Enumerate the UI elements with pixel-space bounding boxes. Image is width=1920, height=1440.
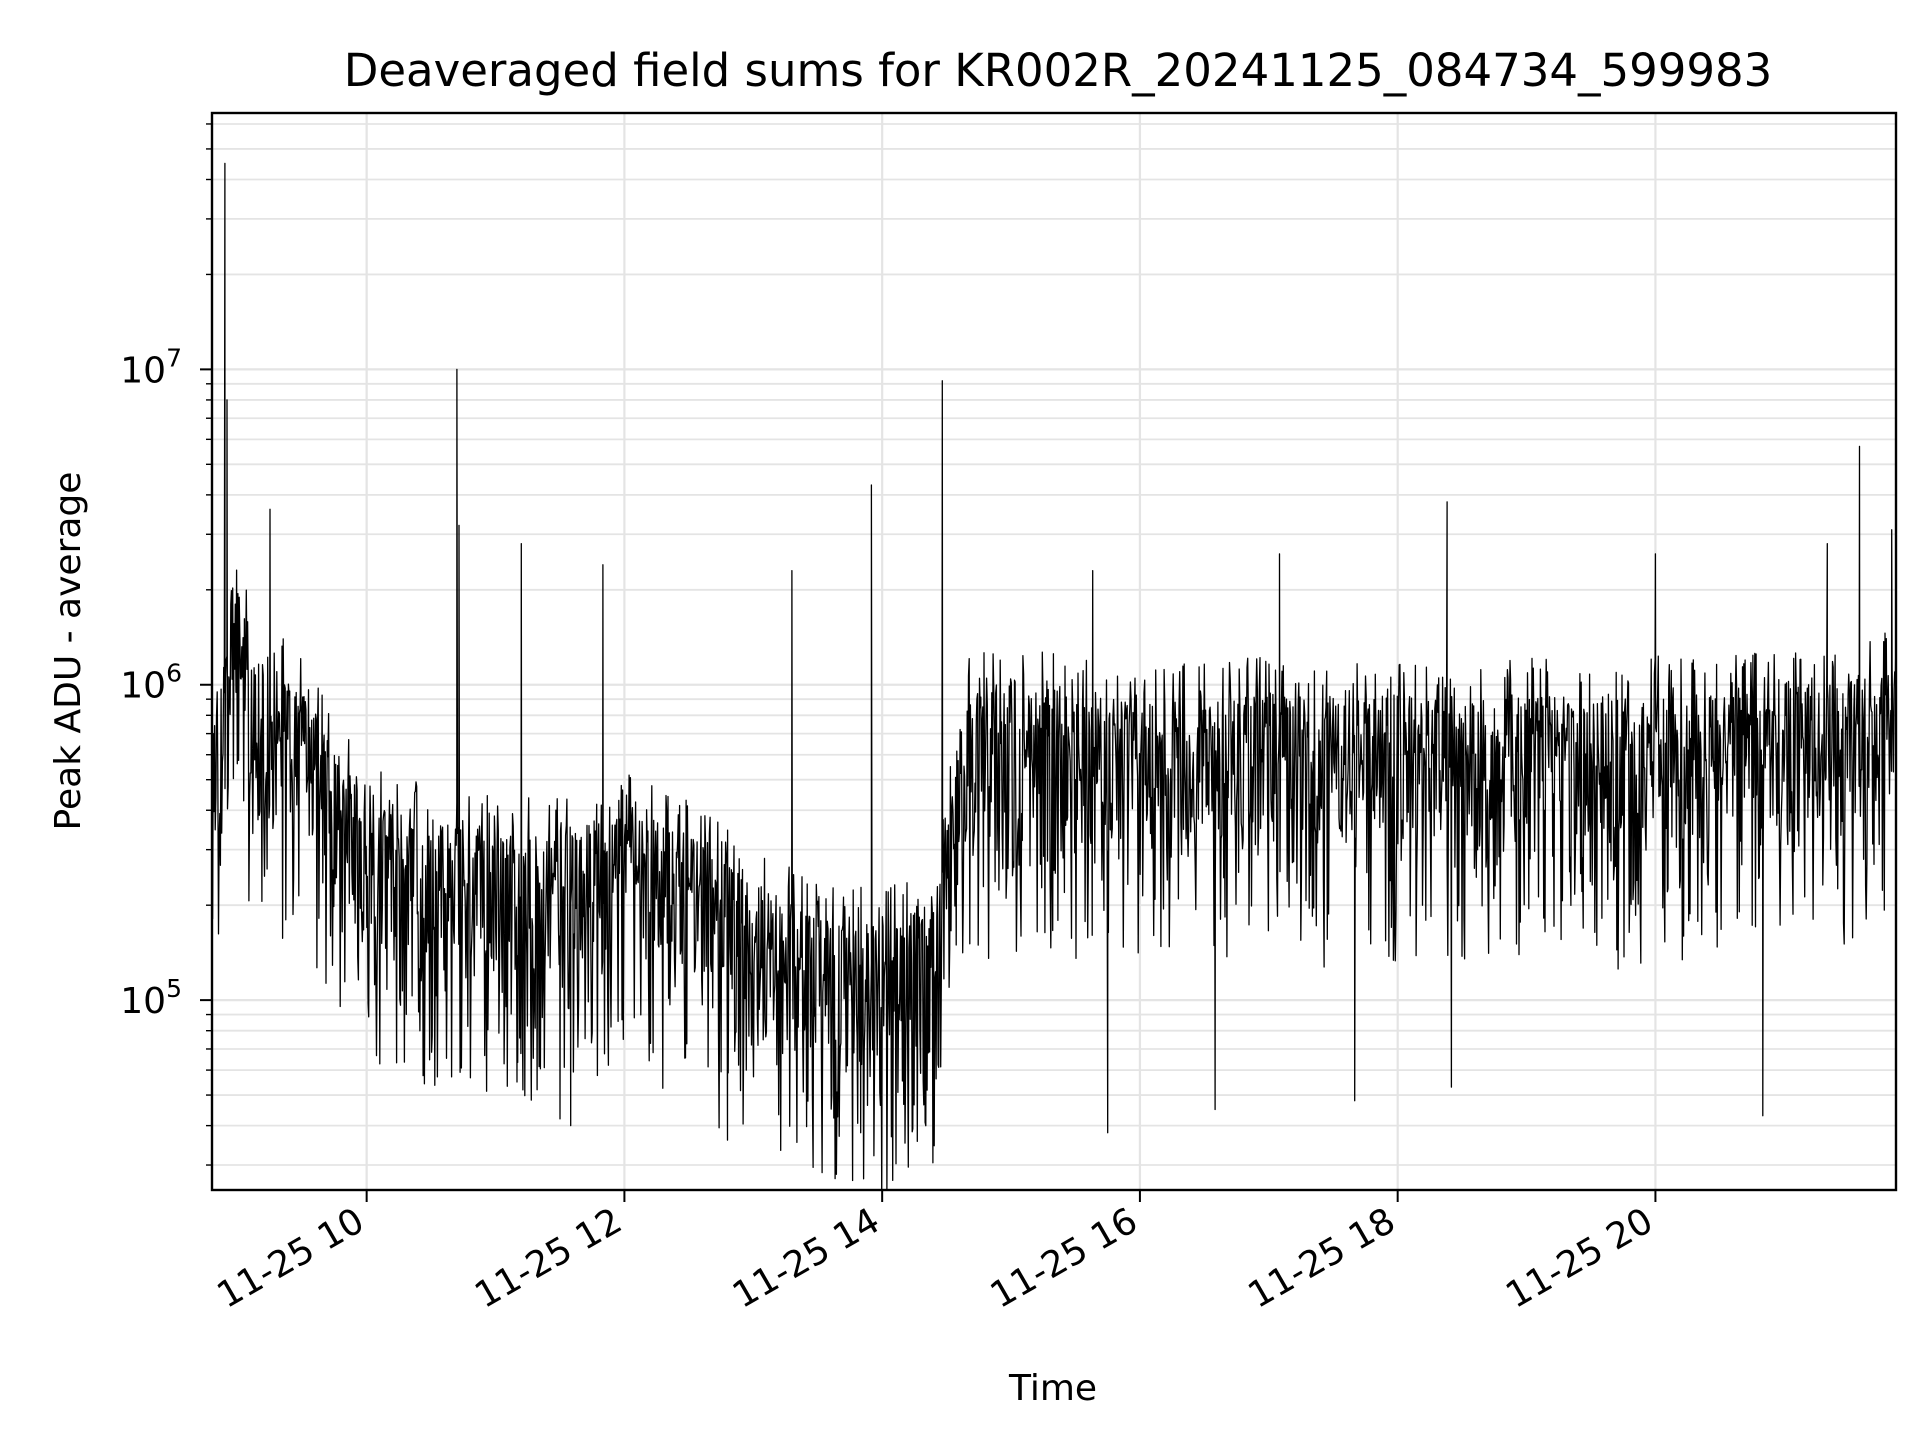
y-axis-label: Peak ADU - average <box>48 472 89 831</box>
y-tick-label: 106 <box>120 659 182 707</box>
x-axis-label: Time <box>1008 1368 1097 1409</box>
series-line <box>211 162 1897 1191</box>
y-tick-label: 107 <box>120 343 182 391</box>
chart-title: Deaveraged field sums for KR002R_2024112… <box>344 44 1773 97</box>
y-tick-label: 105 <box>120 974 182 1022</box>
series-path <box>211 162 1897 1191</box>
plot-frame <box>210 111 1898 1192</box>
y-axis: 105 106 107 <box>120 123 212 1166</box>
